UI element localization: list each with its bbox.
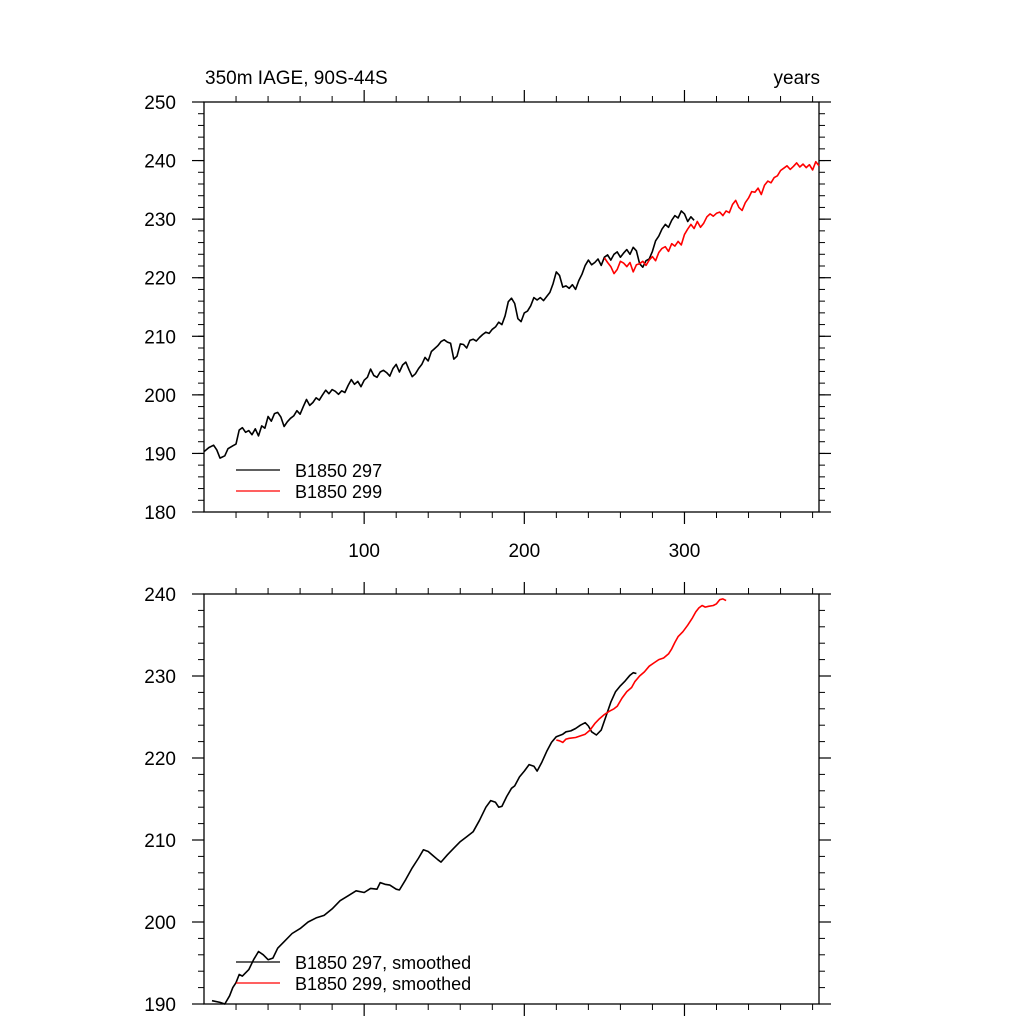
bottom-series-line-0 [211,671,637,1005]
top-y-tick-label: 200 [144,386,176,407]
bottom-y-tick-label: 210 [144,831,176,852]
top-x-tick-label: 100 [348,541,380,562]
top-y-tick-label: 180 [144,503,176,524]
top-series-line-0 [203,210,695,459]
top-legend: B1850 297 B1850 299 [236,461,382,502]
bottom-series [211,598,727,1005]
top-y-tick-label: 250 [144,93,176,114]
top-x-tick-label: 300 [669,541,701,562]
top-y-tick-label: 230 [144,210,176,231]
top-y-tick-label: 210 [144,327,176,348]
bottom-y-tick-label: 220 [144,749,176,770]
legend-label-b1850-297-smoothed: B1850 297, smoothed [295,953,471,973]
bottom-axes: 190 200 210 220 230 240 [144,582,831,1016]
top-panel: 350m IAGE, 90S-44S years 180 190 200 210 220… [144,68,831,562]
legend-label-b1850-297: B1850 297 [295,461,382,481]
top-axes: 180 190 200 210 220 230 240 250 100 200 300 [144,90,831,562]
bottom-y-tick-label: 200 [144,913,176,934]
top-series-line-1 [603,160,820,275]
bottom-series-line-1 [556,598,727,744]
top-y-tick-label: 220 [144,269,176,290]
bottom-y-tick-label: 190 [144,995,176,1016]
legend-label-b1850-299: B1850 299 [295,482,382,502]
top-y-tick-label: 240 [144,152,176,173]
bottom-y-tick-label: 230 [144,667,176,688]
legend-label-b1850-299-smoothed: B1850 299, smoothed [295,974,471,994]
top-series [203,160,820,459]
bottom-legend: B1850 297, smoothed B1850 299, smoothed [236,953,471,994]
top-plot-frame [203,101,820,513]
top-title-right: years [774,68,820,89]
top-x-tick-label: 200 [508,541,540,562]
bottom-panel: 190 200 210 220 230 240 B1850 297, smoothed B… [144,582,831,1016]
bottom-y-tick-label: 240 [144,585,176,606]
top-title: 350m IAGE, 90S-44S [205,68,388,89]
top-y-tick-label: 190 [144,444,176,465]
bottom-plot-frame [203,593,820,1005]
